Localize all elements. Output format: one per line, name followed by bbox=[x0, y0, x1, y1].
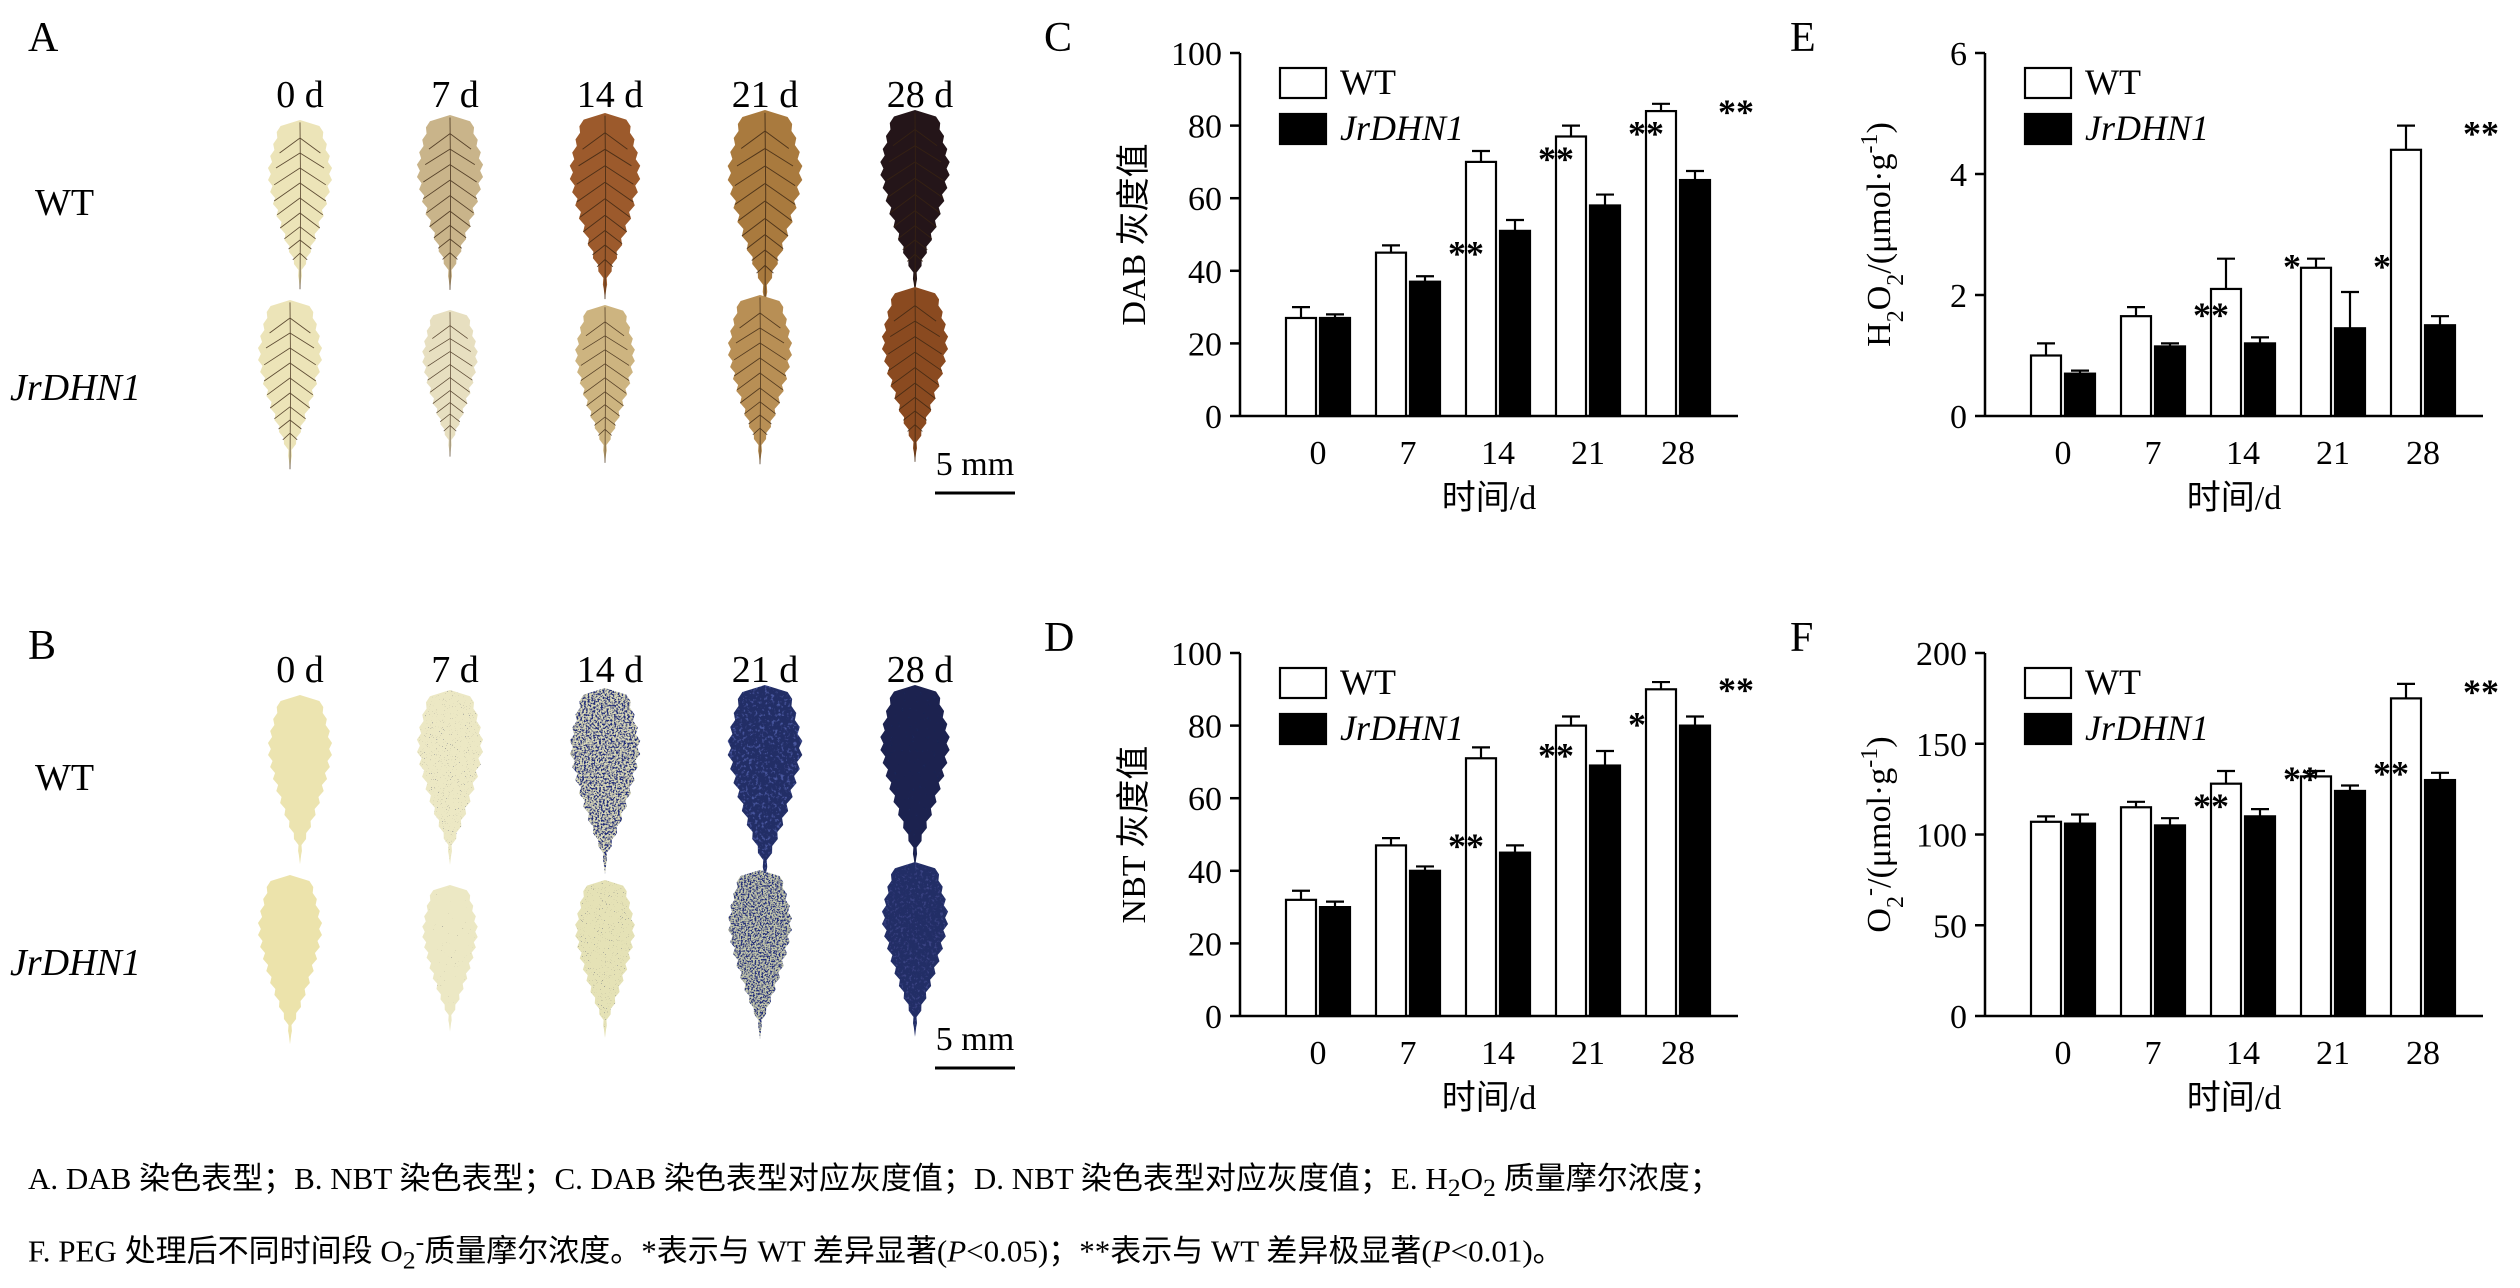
svg-text:0: 0 bbox=[1205, 999, 1222, 1036]
svg-text:21: 21 bbox=[1571, 1035, 1605, 1072]
svg-text:**: ** bbox=[2283, 759, 2319, 799]
svg-text:JrDHN1: JrDHN1 bbox=[1340, 708, 1464, 748]
svg-text:28 d: 28 d bbox=[887, 649, 954, 691]
svg-text:*: * bbox=[1628, 705, 1646, 745]
svg-text:**: ** bbox=[1718, 92, 1754, 132]
svg-text:20: 20 bbox=[1188, 926, 1222, 963]
svg-text:6: 6 bbox=[1950, 36, 1967, 73]
svg-text:28 d: 28 d bbox=[887, 74, 954, 116]
svg-text:7: 7 bbox=[1400, 1035, 1417, 1072]
svg-text:14: 14 bbox=[1481, 435, 1515, 472]
svg-text:150: 150 bbox=[1916, 727, 1967, 764]
svg-text:WT: WT bbox=[1340, 662, 1396, 702]
svg-text:2: 2 bbox=[1950, 278, 1967, 315]
svg-text:DAB 灰度值: DAB 灰度值 bbox=[1115, 143, 1153, 325]
svg-text:100: 100 bbox=[1171, 636, 1222, 673]
svg-text:WT: WT bbox=[35, 182, 94, 224]
svg-text:WT: WT bbox=[35, 757, 94, 799]
svg-text:**: ** bbox=[1448, 233, 1484, 273]
svg-text:0: 0 bbox=[2055, 435, 2072, 472]
svg-text:**: ** bbox=[2193, 295, 2229, 335]
svg-text:0: 0 bbox=[2055, 1035, 2072, 1072]
svg-text:200: 200 bbox=[1916, 636, 1967, 673]
svg-text:0: 0 bbox=[1950, 399, 1967, 436]
svg-text:JrDHN1: JrDHN1 bbox=[10, 942, 141, 984]
svg-text:WT: WT bbox=[1340, 62, 1396, 102]
svg-text:0 d: 0 d bbox=[276, 74, 324, 116]
svg-text:WT: WT bbox=[2085, 62, 2141, 102]
svg-text:21 d: 21 d bbox=[732, 649, 799, 691]
svg-text:7 d: 7 d bbox=[431, 74, 479, 116]
svg-text:100: 100 bbox=[1916, 818, 1967, 855]
svg-text:NBT 灰度值: NBT 灰度值 bbox=[1115, 746, 1153, 924]
svg-text:0 d: 0 d bbox=[276, 649, 324, 691]
svg-text:50: 50 bbox=[1933, 908, 1967, 945]
svg-text:WT: WT bbox=[2085, 662, 2141, 702]
svg-text:60: 60 bbox=[1188, 181, 1222, 218]
svg-text:**: ** bbox=[1628, 114, 1664, 154]
svg-text:7 d: 7 d bbox=[431, 649, 479, 691]
svg-text:14 d: 14 d bbox=[577, 74, 644, 116]
svg-text:14: 14 bbox=[2226, 435, 2260, 472]
svg-text:**: ** bbox=[1448, 826, 1484, 866]
svg-text:**: ** bbox=[2373, 753, 2409, 793]
svg-text:O2-/(μmol·g-1): O2-/(μmol·g-1) bbox=[1857, 736, 1909, 932]
svg-text:21: 21 bbox=[2316, 1035, 2350, 1072]
svg-text:0: 0 bbox=[1205, 399, 1222, 436]
svg-text:5 mm: 5 mm bbox=[936, 1021, 1014, 1058]
svg-text:**: ** bbox=[2463, 672, 2499, 712]
svg-text:时间/d: 时间/d bbox=[1442, 1080, 1536, 1117]
svg-text:JrDHN1: JrDHN1 bbox=[2085, 708, 2209, 748]
svg-text:60: 60 bbox=[1188, 781, 1222, 818]
svg-text:**: ** bbox=[1538, 735, 1574, 775]
svg-text:40: 40 bbox=[1188, 254, 1222, 291]
svg-text:20: 20 bbox=[1188, 326, 1222, 363]
svg-text:5 mm: 5 mm bbox=[936, 446, 1014, 483]
svg-text:H2O2/(μmol·g-1): H2O2/(μmol·g-1) bbox=[1857, 122, 1909, 347]
svg-text:28: 28 bbox=[2406, 1035, 2440, 1072]
svg-text:21: 21 bbox=[1571, 435, 1605, 472]
svg-text:21 d: 21 d bbox=[732, 74, 799, 116]
svg-text:80: 80 bbox=[1188, 109, 1222, 146]
svg-text:14 d: 14 d bbox=[577, 649, 644, 691]
svg-text:*: * bbox=[2283, 247, 2301, 287]
svg-text:JrDHN1: JrDHN1 bbox=[1340, 108, 1464, 148]
svg-text:0: 0 bbox=[1310, 1035, 1327, 1072]
svg-text:**: ** bbox=[2463, 114, 2499, 154]
svg-text:7: 7 bbox=[2145, 1035, 2162, 1072]
svg-text:7: 7 bbox=[2145, 435, 2162, 472]
svg-text:0: 0 bbox=[1310, 435, 1327, 472]
svg-text:100: 100 bbox=[1171, 36, 1222, 73]
svg-text:0: 0 bbox=[1950, 999, 1967, 1036]
svg-text:JrDHN1: JrDHN1 bbox=[10, 367, 141, 409]
svg-text:14: 14 bbox=[1481, 1035, 1515, 1072]
svg-text:时间/d: 时间/d bbox=[2187, 480, 2281, 517]
svg-text:**: ** bbox=[2193, 786, 2229, 826]
svg-text:**: ** bbox=[1718, 670, 1754, 710]
svg-text:时间/d: 时间/d bbox=[2187, 1080, 2281, 1117]
svg-text:28: 28 bbox=[1661, 435, 1695, 472]
svg-text:**: ** bbox=[1538, 139, 1574, 179]
svg-text:40: 40 bbox=[1188, 854, 1222, 891]
svg-text:80: 80 bbox=[1188, 709, 1222, 746]
svg-text:28: 28 bbox=[2406, 435, 2440, 472]
svg-text:时间/d: 时间/d bbox=[1442, 480, 1536, 517]
svg-text:28: 28 bbox=[1661, 1035, 1695, 1072]
svg-text:*: * bbox=[2373, 247, 2391, 287]
svg-text:4: 4 bbox=[1950, 157, 1967, 194]
svg-text:JrDHN1: JrDHN1 bbox=[2085, 108, 2209, 148]
svg-text:21: 21 bbox=[2316, 435, 2350, 472]
svg-text:14: 14 bbox=[2226, 1035, 2260, 1072]
svg-text:7: 7 bbox=[1400, 435, 1417, 472]
